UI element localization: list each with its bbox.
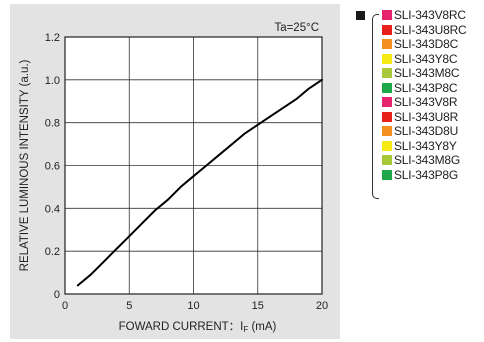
x-tick-label: 10 xyxy=(187,300,199,312)
legend-label: SLI-343M8C xyxy=(394,66,460,80)
legend-label: SLI-343D8C xyxy=(394,37,459,51)
y-tick-label: 0.2 xyxy=(45,246,60,258)
legend-item: SLI-343V8R xyxy=(382,95,467,110)
legend-item: SLI-343D8U xyxy=(382,124,467,139)
legend: SLI-343V8RC SLI-343U8RC SLI-343D8C SLI-343Y… xyxy=(356,8,484,218)
legend-swatch xyxy=(382,169,392,180)
luminous-intensity-chart: 0 5 10 15 20 0 0.2 0.4 0.6 0.8 1.0 1.2 Ta=25°C FOWARD… xyxy=(19,22,328,334)
legend-swatch xyxy=(382,155,392,166)
y-tick-label: 1.0 xyxy=(45,75,60,87)
legend-bracket xyxy=(372,14,379,199)
legend-swatch xyxy=(382,53,392,64)
legend-label: SLI-343V8RC xyxy=(394,8,466,22)
legend-item: SLI-343U8R xyxy=(382,110,467,125)
legend-label: SLI-343U8RC xyxy=(394,22,467,37)
legend-item: SLI-343Y8Y xyxy=(382,139,467,154)
y-tick-label: 0.4 xyxy=(45,203,60,215)
legend-label: SLI-343Y8C xyxy=(394,51,458,66)
temperature-annotation: Ta=25°C xyxy=(274,22,319,34)
legend-label: SLI-343D8U xyxy=(394,124,459,138)
legend-label: SLI-343V8R xyxy=(394,95,458,109)
legend-item: SLI-343P8C xyxy=(382,81,467,96)
legend-item: SLI-343M8C xyxy=(382,66,467,81)
legend-label: SLI-343P8G xyxy=(394,167,459,182)
x-tick-label: 0 xyxy=(62,300,68,312)
legend-label: SLI-343U8R xyxy=(394,109,459,124)
legend-item: SLI-343M8G xyxy=(382,153,467,168)
y-tick-label: 1.2 xyxy=(45,32,60,44)
legend-swatch xyxy=(382,68,392,79)
legend-swatch xyxy=(382,39,392,50)
y-axis-label: RELATIVE LUMINOUS INTENSITY (a.u.) xyxy=(19,59,31,271)
y-tick-label: 0.6 xyxy=(45,161,60,173)
legend-swatch xyxy=(382,24,392,35)
legend-item: SLI-343P8G xyxy=(382,168,467,183)
legend-swatch xyxy=(382,111,392,122)
legend-swatch xyxy=(382,140,392,151)
x-tick-label: 15 xyxy=(252,300,264,312)
x-tick-label: 20 xyxy=(316,300,328,312)
legend-swatch xyxy=(382,82,392,93)
legend-swatch xyxy=(382,97,392,108)
legend-label: SLI-343M8G xyxy=(394,153,461,167)
legend-swatch xyxy=(382,10,392,21)
legend-item: SLI-343Y8C xyxy=(382,52,467,67)
series-line xyxy=(76,78,323,287)
y-tick-label: 0 xyxy=(54,289,60,301)
legend-item: SLI-343V8RC xyxy=(382,8,467,23)
legend-label: SLI-343Y8Y xyxy=(394,138,457,153)
chart-panel: 0 5 10 15 20 0 0.2 0.4 0.6 0.8 1.0 1.2 Ta=25°C FOWARD… xyxy=(10,4,340,339)
x-tick-label: 5 xyxy=(126,300,132,312)
legend-label: SLI-343P8C xyxy=(394,80,458,95)
plot-frame xyxy=(64,36,323,295)
legend-list: SLI-343V8RC SLI-343U8RC SLI-343D8C SLI-343Y… xyxy=(382,8,467,182)
legend-marker-icon xyxy=(356,11,365,20)
legend-item: SLI-343D8C xyxy=(382,37,467,52)
y-tick-label: 0.8 xyxy=(45,118,60,130)
x-axis-label: FOWARD CURRENT：IF (mA) xyxy=(119,321,277,334)
legend-item: SLI-343U8RC xyxy=(382,23,467,38)
legend-swatch xyxy=(382,126,392,137)
